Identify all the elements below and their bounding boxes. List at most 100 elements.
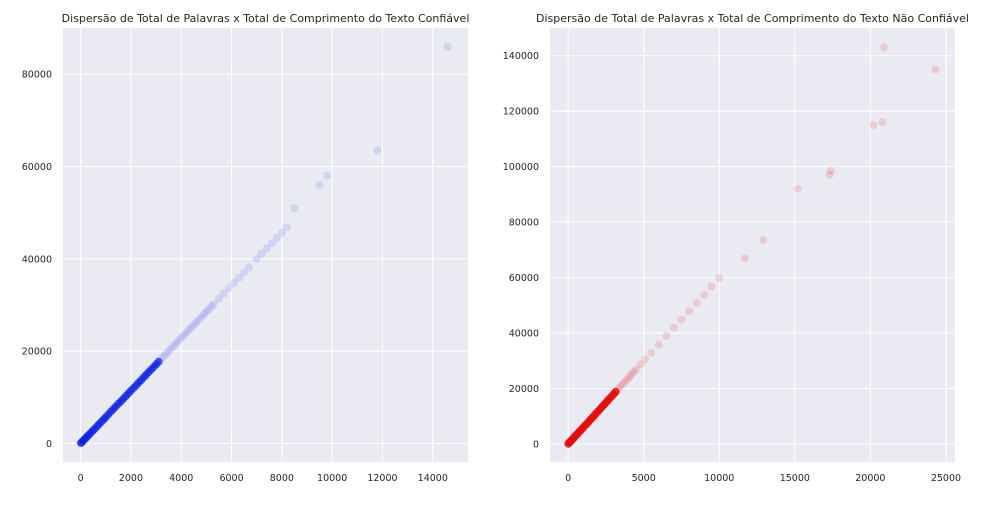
x-tick-labels: 0 5000 10000 15000 20000 25000	[565, 473, 961, 484]
x-tick-label: 6000	[219, 473, 243, 484]
x-tick-label: 25000	[931, 473, 961, 484]
scatter-point	[220, 289, 228, 298]
scatter-point	[373, 146, 382, 155]
scatter-point	[197, 313, 206, 321]
scatter-point	[707, 282, 716, 291]
x-tick-label: 0	[78, 473, 84, 484]
scatter-point	[174, 336, 183, 345]
y-tick-label: 60000	[509, 273, 539, 284]
y-tick-label: 0	[46, 439, 52, 450]
scatter-point	[740, 254, 749, 263]
x-tick-label: 20000	[855, 473, 885, 484]
x-tick-label: 10000	[317, 473, 347, 484]
scatter-point	[159, 352, 168, 361]
scatter-point	[187, 323, 196, 332]
x-tick-label: 0	[565, 473, 571, 484]
scatter-point	[825, 171, 834, 179]
scatter-point	[641, 355, 650, 364]
scatter-point	[290, 204, 299, 213]
scatter-point	[272, 233, 281, 242]
scatter-point	[629, 367, 638, 376]
scatter-point	[252, 254, 261, 263]
scatter-point	[164, 347, 173, 356]
scatter-point	[614, 385, 622, 394]
scatter-point	[662, 332, 671, 341]
scatter-point	[669, 323, 678, 332]
scatter-point	[443, 42, 452, 51]
scatter-point	[677, 315, 686, 324]
scatter-point	[315, 181, 324, 189]
scatter-point	[169, 341, 178, 350]
scatter-point	[209, 299, 218, 308]
chart-title: Dispersão de Total de Palavras x Total d…	[536, 12, 969, 25]
scatter-point	[611, 387, 620, 396]
scatter-point	[700, 290, 709, 299]
x-tick-label: 15000	[780, 473, 810, 484]
scatter-point	[162, 350, 171, 358]
scatter-point	[616, 382, 625, 391]
scatter-point	[685, 307, 693, 316]
scatter-point	[177, 334, 186, 342]
y-tick-label: 20000	[509, 384, 539, 395]
scatter-point	[647, 348, 656, 357]
x-tick-label: 10000	[704, 473, 734, 484]
y-tick-label: 40000	[509, 329, 539, 340]
scatter-point	[878, 118, 887, 127]
scatter-point	[692, 299, 701, 308]
scatter-point	[262, 244, 271, 253]
scatter-point	[240, 268, 249, 277]
scatter-point	[204, 305, 213, 314]
scatter-point	[267, 239, 276, 248]
scatter-points	[564, 43, 940, 448]
y-tick-labels: 0 20000 40000 60000 80000	[22, 70, 52, 450]
scatter-point	[323, 171, 332, 180]
scatter-point	[154, 357, 163, 366]
scatter-point	[202, 307, 211, 316]
scatter-point	[625, 372, 634, 381]
gridlines	[63, 28, 468, 462]
y-tick-label: 80000	[509, 218, 539, 229]
scatter-point	[880, 43, 888, 52]
chart-panel-nao-confiavel: 0 5000 10000 15000 20000 25000 0 20000 40000 600…	[503, 12, 969, 484]
scatter-point	[620, 377, 629, 386]
scatter-point	[167, 344, 176, 353]
scatter-point	[654, 340, 663, 349]
x-tick-label: 2000	[119, 473, 143, 484]
y-tick-labels: 0 20000 40000 60000 80000 100000 120000 140000	[503, 51, 539, 450]
scatter-point	[235, 273, 244, 282]
scatter-point	[215, 294, 223, 303]
x-tick-label: 5000	[632, 473, 656, 484]
scatter-point	[207, 302, 216, 311]
scatter-point	[179, 331, 188, 340]
scatter-point	[199, 310, 208, 319]
scatter-point	[189, 320, 198, 329]
scatter-point	[793, 184, 802, 193]
x-tick-label: 14000	[418, 473, 448, 484]
scatter-point	[184, 326, 193, 335]
scatter-point	[627, 370, 636, 379]
y-tick-label: 40000	[22, 254, 52, 265]
y-tick-label: 120000	[503, 107, 539, 118]
scatter-point	[157, 355, 166, 363]
scatter-point	[827, 166, 836, 175]
scatter-point	[194, 315, 203, 324]
y-tick-label: 20000	[22, 347, 52, 358]
scatter-point	[715, 274, 724, 283]
scatter-point	[225, 284, 233, 293]
y-tick-label: 60000	[22, 162, 52, 173]
scatter-point	[172, 339, 181, 348]
y-tick-label: 100000	[503, 162, 539, 173]
scatter-point	[759, 236, 768, 245]
scatter-point	[257, 249, 266, 258]
scatter-point	[182, 328, 191, 337]
scatter-point	[636, 360, 645, 369]
chart-panel-confiavel: 0 2000 4000 6000 8000 10000 12000 14000 0 20000 4…	[22, 12, 470, 484]
scatter-point	[632, 365, 641, 374]
x-tick-labels: 0 2000 4000 6000 8000 10000 12000 14000	[78, 473, 448, 484]
y-tick-label: 140000	[503, 51, 539, 62]
x-tick-label: 12000	[367, 473, 397, 484]
scatter-point	[623, 375, 632, 384]
scatter-point	[245, 263, 254, 272]
scatter-points	[76, 42, 452, 448]
